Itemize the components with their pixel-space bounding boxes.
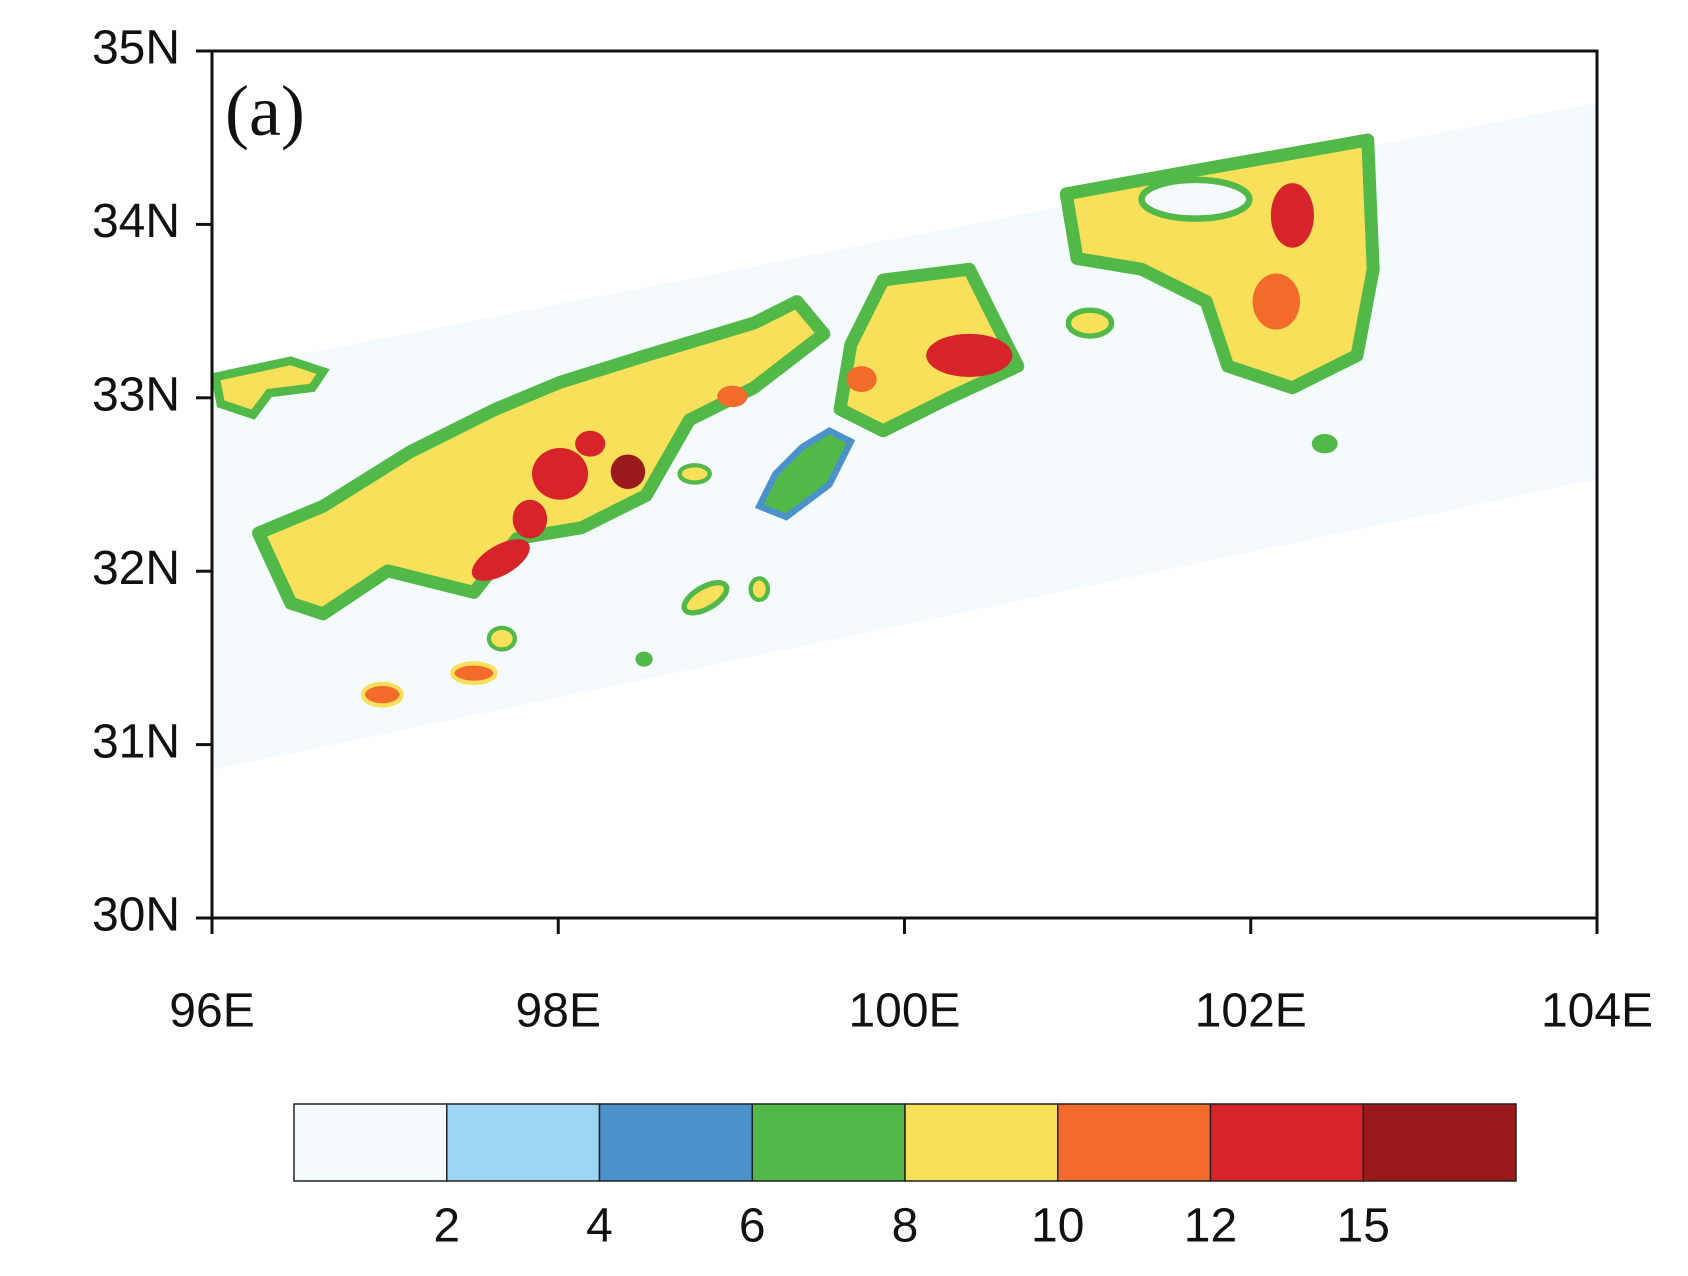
panel-label: (a) [225, 71, 305, 151]
colorbar-label: 4 [586, 1200, 613, 1253]
rain-core [532, 448, 589, 500]
rain-core [471, 539, 530, 581]
rain-cell [681, 579, 730, 616]
x-tick-label: 96E [169, 985, 254, 1038]
rain-core [926, 333, 1013, 377]
colorbar-box [598, 1103, 753, 1182]
x-tick-label: 100E [848, 985, 960, 1038]
rain-cell [1311, 434, 1338, 454]
rain-cell [450, 661, 498, 685]
rain-cell [748, 576, 771, 603]
colorbar-label: 15 [1337, 1200, 1390, 1253]
rain-core [846, 366, 877, 393]
colorbar-label: 8 [892, 1200, 919, 1253]
model-swath [212, 102, 1598, 771]
colorbar-box [751, 1103, 906, 1182]
y-tick-label: 35N [92, 22, 180, 75]
rain-core [717, 385, 748, 408]
rain-cell [677, 463, 712, 485]
rain-cell [635, 651, 653, 667]
colorbar-box [1057, 1103, 1212, 1182]
rain-gap [1138, 176, 1253, 222]
colorbar-label: 6 [739, 1200, 766, 1253]
x-tick-label: 98E [516, 985, 601, 1038]
precipitation-field [210, 102, 1598, 771]
colorbar-box [293, 1103, 448, 1182]
rain-cell [486, 625, 517, 652]
y-tick-label: 33N [92, 368, 180, 421]
rain-core [512, 499, 548, 539]
rain-core [1252, 273, 1300, 330]
rain-cell [360, 681, 404, 708]
colorbar-label: 2 [433, 1200, 460, 1253]
rain-cell [210, 356, 330, 420]
x-tick-label: 102E [1195, 985, 1307, 1038]
rain-cell [1065, 307, 1115, 339]
colorbar-box [446, 1103, 601, 1182]
rain-core [1270, 183, 1314, 248]
colorbar-label: 12 [1184, 1200, 1237, 1253]
y-tick-label: 32N [92, 542, 180, 595]
colorbar-box [1209, 1103, 1364, 1182]
y-tick-label: 31N [92, 715, 180, 768]
rain-core [575, 430, 606, 457]
rain-cell [754, 427, 856, 521]
rain-core [610, 454, 646, 489]
x-tick-label: 104E [1541, 985, 1653, 1038]
colorbar-box [904, 1103, 1059, 1182]
y-tick-label: 30N [92, 889, 180, 942]
colorbar-box [1362, 1103, 1517, 1182]
colorbar-label: 10 [1031, 1200, 1084, 1253]
y-tick-label: 34N [92, 195, 180, 248]
